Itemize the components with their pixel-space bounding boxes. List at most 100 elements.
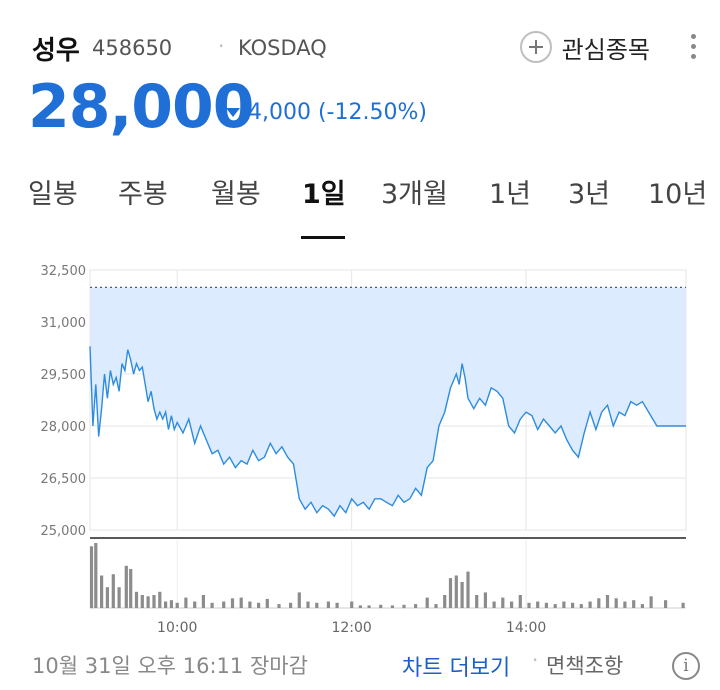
volume-bar <box>222 601 226 608</box>
tab-3years[interactable]: 3년 <box>568 179 611 210</box>
volume-bar <box>117 587 121 608</box>
volume-bar <box>315 602 319 608</box>
volume-bar <box>536 601 540 608</box>
stock-name: 성우 <box>32 36 80 66</box>
volume-bar <box>129 569 133 608</box>
volume-bar <box>175 602 179 608</box>
volume-bar <box>492 601 496 608</box>
volume-bar <box>527 602 531 608</box>
stock-header: 성우 458650 · KOSDAQ 관심종목 <box>32 26 700 66</box>
volume-bar <box>475 595 479 608</box>
volume-bar <box>510 601 514 608</box>
price-line <box>89 346 686 518</box>
price-change: 4,000 (-12.50%) <box>226 100 427 125</box>
volume-bar <box>390 605 394 608</box>
volume-bar <box>571 602 575 608</box>
volume-bar <box>111 574 115 608</box>
volume-bar <box>649 596 653 608</box>
y-tick-label: 29,500 <box>41 368 87 383</box>
volume-bar <box>146 596 150 608</box>
separator-dot: · <box>218 34 225 58</box>
volume-bar <box>277 604 281 608</box>
volume-bar <box>306 601 310 608</box>
volume-bar <box>553 604 557 608</box>
volume-bar <box>379 604 383 609</box>
price-change-text: 4,000 (-12.50%) <box>248 100 427 125</box>
volume-bar <box>335 602 339 608</box>
volume-bar <box>265 598 269 608</box>
volume-bar <box>326 601 330 608</box>
volume-bar <box>140 595 144 608</box>
tab-weekly[interactable]: 주봉 <box>118 179 168 210</box>
tab-3months[interactable]: 3개월 <box>381 179 448 210</box>
tab-10years[interactable]: 10년 <box>648 179 708 210</box>
x-tick-label: 14:00 <box>506 620 546 636</box>
volume-bar <box>257 602 261 608</box>
period-tabs: 일봉 주봉 월봉 1일 3개월 1년 3년 10년 <box>0 166 720 240</box>
volume-bar <box>588 601 592 608</box>
volume-bar <box>597 598 601 609</box>
market-close-timestamp: 10월 31일 오후 16:11 장마감 <box>32 654 308 678</box>
volume-bar <box>425 597 429 608</box>
tab-1day[interactable]: 1일 <box>302 179 346 210</box>
volume-bar <box>124 565 128 609</box>
volume-bar <box>230 598 235 609</box>
volume-bar <box>152 595 156 608</box>
volume-bar <box>94 543 98 608</box>
more-chart-link[interactable]: 차트 더보기 <box>402 656 511 681</box>
volume-bar <box>184 597 188 608</box>
volume-bar <box>518 595 522 608</box>
chart-footer: 10월 31일 오후 16:11 장마감 차트 더보기 · 면책조항 i <box>32 648 700 682</box>
volume-bar <box>350 601 354 608</box>
volume-bar <box>640 604 644 608</box>
volume-bar <box>448 578 453 608</box>
down-arrow-icon <box>226 108 240 117</box>
tab-daily[interactable]: 일봉 <box>28 179 78 210</box>
volume-bar <box>105 587 109 608</box>
add-watchlist-button[interactable]: 관심종목 <box>519 30 650 64</box>
volume-bar <box>201 595 205 608</box>
separator-dot: · <box>532 648 539 672</box>
volume-bar <box>562 601 566 608</box>
tab-1year[interactable]: 1년 <box>489 179 532 210</box>
volume-bar <box>239 597 243 608</box>
stock-code: 458650 <box>92 36 173 60</box>
volume-bar <box>297 592 301 608</box>
volume-bar <box>134 591 139 609</box>
y-tick-label: 32,500 <box>41 264 87 279</box>
chart-svg: 25,000 26,500 28,000 29,500 31,000 32,500 10:0… <box>41 264 687 636</box>
volume-bar <box>623 601 627 608</box>
volume-bar <box>483 592 487 608</box>
volume-bar <box>402 604 406 609</box>
volume-bar <box>289 602 293 608</box>
disclaimer-link[interactable]: 면책조항 <box>546 654 624 678</box>
volume-bar <box>414 604 418 608</box>
plus-circle-icon <box>519 31 552 63</box>
volume-bar <box>466 571 470 608</box>
y-tick-label: 28,000 <box>41 420 87 435</box>
volume-bar <box>460 582 464 608</box>
volume-bar <box>454 575 458 608</box>
volume-bar <box>443 595 447 608</box>
volume-bar <box>158 591 162 609</box>
intraday-chart: 25,000 26,500 28,000 29,500 31,000 32,500 10:0… <box>0 250 720 690</box>
volume-bar <box>169 600 173 608</box>
info-icon[interactable]: i <box>672 652 700 680</box>
active-tab-indicator <box>301 236 345 239</box>
volume-bar <box>605 595 610 608</box>
x-tick-label: 10:00 <box>157 620 197 636</box>
volume-bar <box>164 601 168 608</box>
y-tick-label: 25,000 <box>41 524 87 539</box>
market-name: KOSDAQ <box>238 36 327 60</box>
current-price: 28,000 <box>28 72 255 142</box>
y-tick-label: 31,000 <box>41 316 87 331</box>
y-tick-label: 26,500 <box>41 472 87 487</box>
price-area-fill <box>90 287 686 517</box>
volume-bar <box>434 604 438 608</box>
more-vertical-icon[interactable] <box>688 34 698 62</box>
volume-bar <box>632 600 636 608</box>
tab-monthly[interactable]: 월봉 <box>211 179 261 210</box>
volume-bar <box>367 605 371 608</box>
volume-bar <box>664 600 668 608</box>
volume-bar <box>579 604 583 608</box>
